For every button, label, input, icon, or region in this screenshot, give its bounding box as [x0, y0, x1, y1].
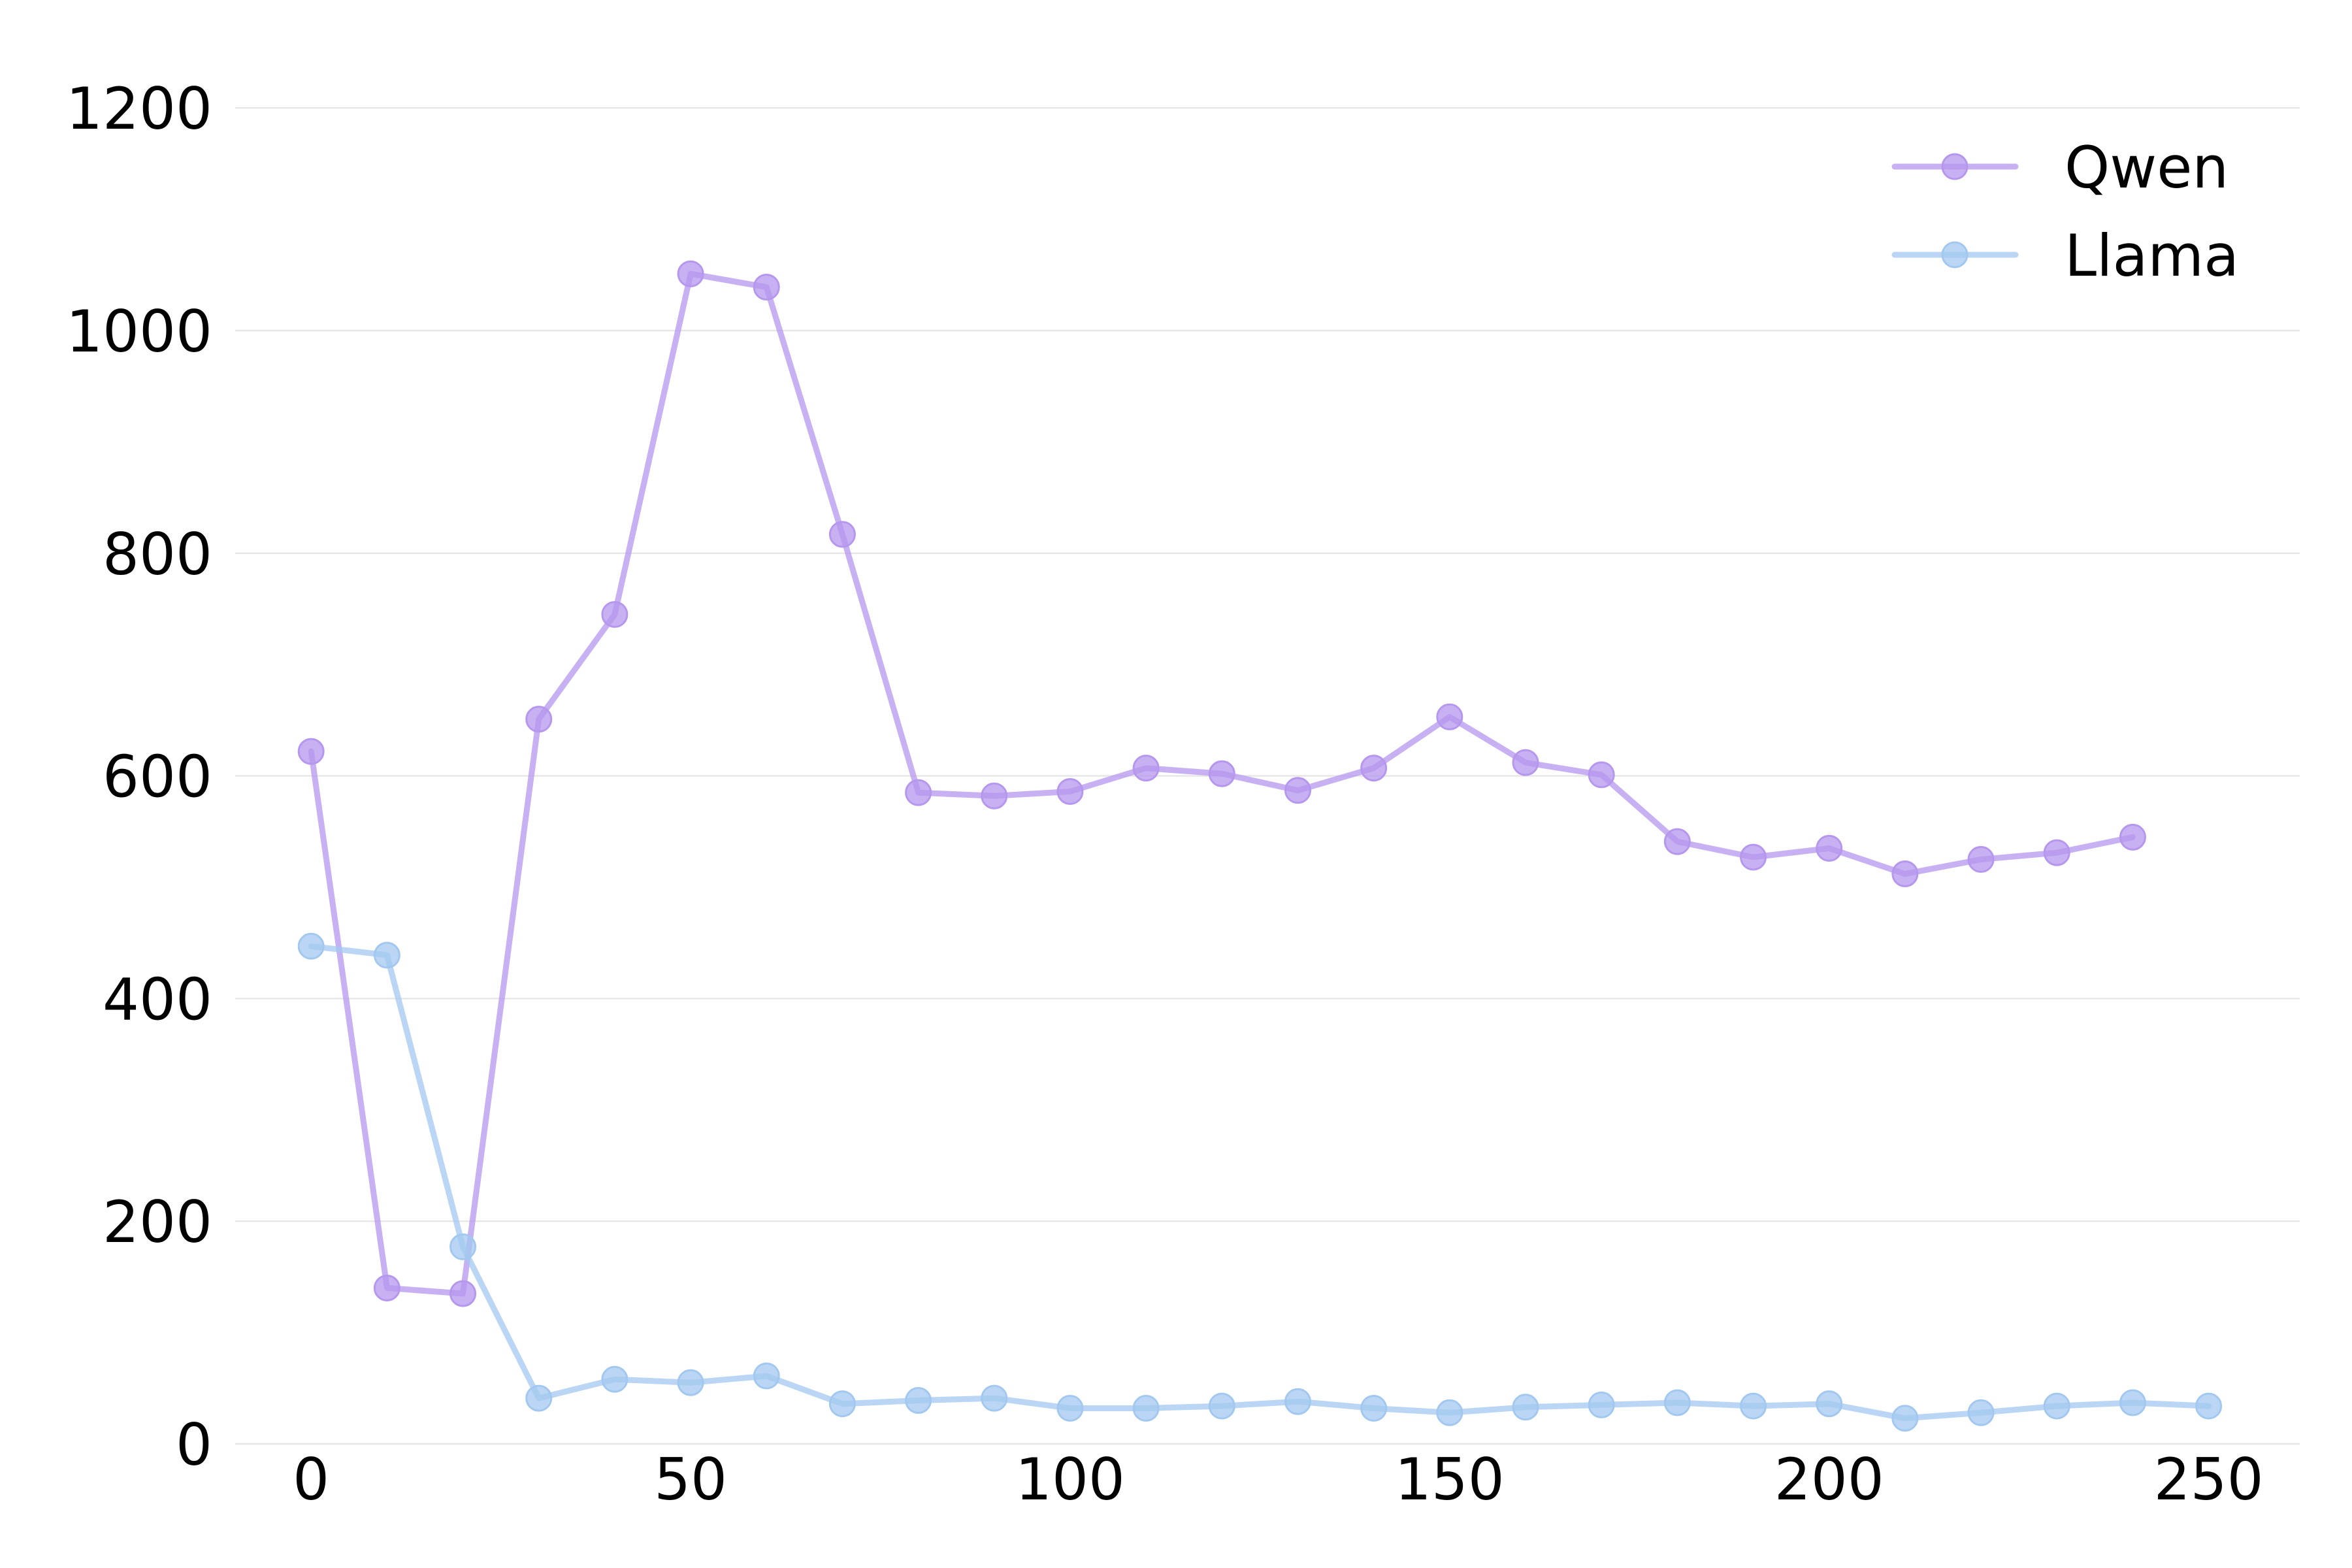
legend-item-qwen: Qwen: [1891, 134, 2229, 201]
data-point-llama: [1588, 1391, 1615, 1418]
data-point-qwen: [1891, 860, 1919, 888]
legend: Qwen Llama: [1891, 134, 2239, 289]
data-point-llama: [981, 1384, 1008, 1412]
data-point-llama: [1284, 1388, 1311, 1415]
data-point-qwen: [2043, 839, 2070, 866]
legend-swatch-marker: [1941, 241, 1968, 269]
data-point-llama: [677, 1369, 704, 1396]
data-point-qwen: [1208, 760, 1235, 787]
data-point-qwen: [677, 260, 704, 287]
data-point-qwen: [1588, 761, 1615, 789]
data-point-llama: [828, 1390, 856, 1418]
legend-item-llama: Llama: [1891, 222, 2239, 289]
y-tick-label: 200: [103, 1188, 212, 1256]
data-point-qwen: [2119, 823, 2146, 851]
y-tick-label: 800: [103, 521, 212, 588]
data-point-qwen: [525, 706, 553, 733]
data-point-qwen: [601, 601, 629, 629]
y-tick-label: 1000: [66, 298, 212, 365]
grid-lines: [235, 106, 2300, 1445]
data-point-llama: [1891, 1405, 1919, 1432]
data-point-qwen: [1512, 749, 1539, 776]
legend-label: Llama: [2065, 222, 2239, 289]
data-point-qwen: [1663, 828, 1691, 855]
data-point-llama: [601, 1365, 629, 1393]
data-point-llama: [525, 1384, 553, 1412]
data-point-llama: [2043, 1392, 2070, 1420]
data-point-qwen: [905, 779, 932, 806]
data-point-qwen: [1284, 777, 1311, 804]
data-point-qwen: [373, 1274, 400, 1301]
x-tick-label: 200: [1774, 1446, 1884, 1513]
series-qwen: [297, 260, 2146, 1307]
data-point-llama: [1967, 1399, 1995, 1426]
data-point-qwen: [449, 1280, 477, 1307]
y-tick-label: 400: [103, 966, 212, 1033]
y-tick-label: 0: [176, 1411, 212, 1478]
data-point-qwen: [828, 521, 856, 548]
data-point-qwen: [753, 274, 780, 301]
data-point-llama: [373, 941, 400, 969]
data-point-llama: [1132, 1394, 1160, 1422]
data-point-llama: [2195, 1392, 2223, 1420]
data-point-llama: [1436, 1399, 1463, 1426]
legend-label: Qwen: [2065, 134, 2229, 201]
data-point-llama: [753, 1362, 780, 1390]
data-point-llama: [1740, 1392, 1767, 1420]
data-point-qwen: [1132, 755, 1160, 782]
data-point-qwen: [1967, 845, 1995, 873]
series-line-llama: [308, 943, 2212, 1422]
y-tick-label: 600: [103, 743, 212, 811]
data-point-llama: [1360, 1394, 1388, 1422]
data-point-qwen: [1436, 703, 1463, 730]
data-point-llama: [297, 932, 325, 960]
data-point-qwen: [1816, 834, 1843, 862]
series-group: [297, 260, 2223, 1432]
x-tick-label: 150: [1395, 1446, 1505, 1513]
data-point-llama: [2119, 1389, 2146, 1416]
data-point-llama: [449, 1233, 477, 1260]
series-llama: [297, 932, 2223, 1432]
data-point-llama: [1512, 1394, 1539, 1421]
y-tick-label: 1200: [66, 75, 212, 142]
data-point-llama: [1816, 1390, 1843, 1418]
x-tick-label: 100: [1015, 1446, 1125, 1513]
legend-swatch-marker: [1941, 153, 1968, 180]
data-point-qwen: [1056, 777, 1084, 805]
data-point-qwen: [1360, 755, 1388, 782]
data-point-llama: [1663, 1389, 1691, 1416]
y-axis-tick-labels: 0 200 400 600 800 1000 1200: [66, 75, 212, 1478]
data-point-llama: [1208, 1392, 1235, 1420]
data-point-qwen: [1740, 843, 1767, 871]
x-axis-tick-labels: 0 50 100 150 200 250: [293, 1446, 2263, 1513]
x-tick-label: 250: [2154, 1446, 2264, 1513]
data-point-qwen: [297, 738, 325, 765]
data-point-qwen: [981, 782, 1008, 809]
data-point-llama: [1056, 1394, 1084, 1422]
data-point-llama: [905, 1387, 932, 1414]
x-tick-label: 50: [654, 1446, 727, 1513]
x-tick-label: 0: [293, 1446, 329, 1513]
